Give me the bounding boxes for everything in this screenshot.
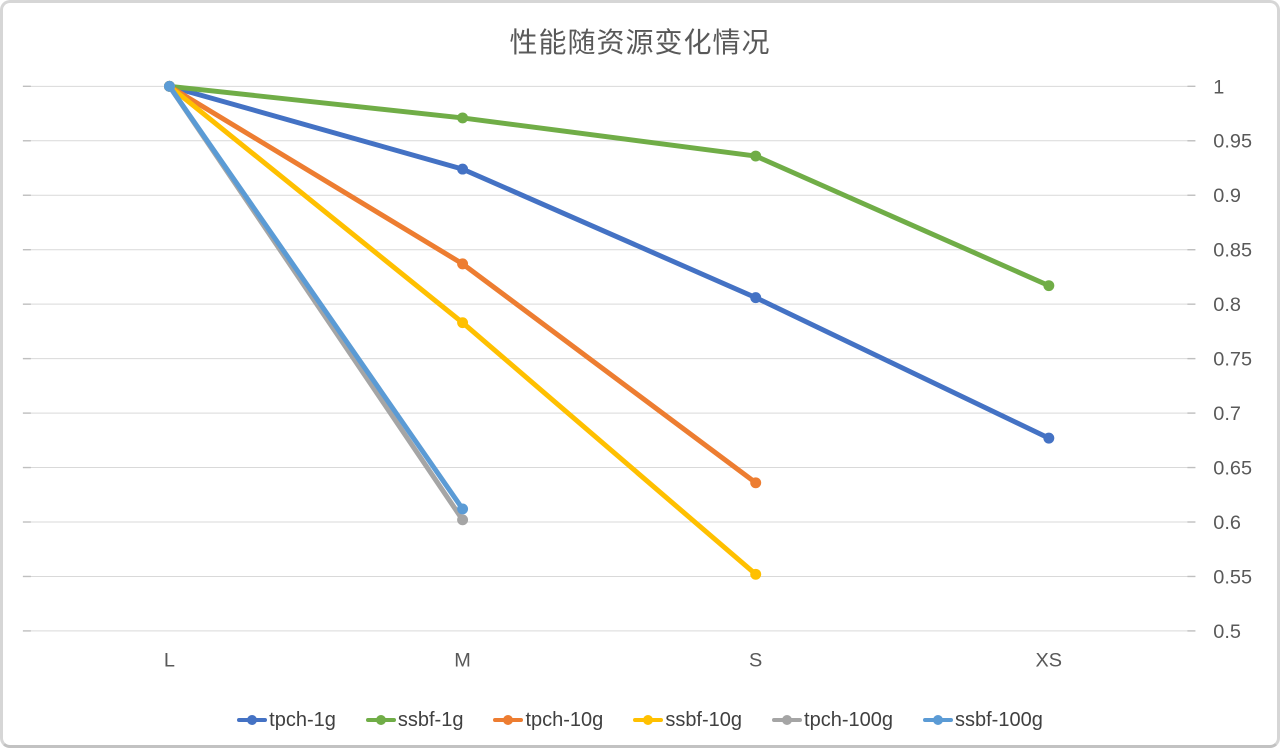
y-axis-label: 0.75 bbox=[1213, 349, 1252, 371]
y-axis-label: 0.65 bbox=[1213, 458, 1252, 480]
chart-title: 性能随资源变化情况 bbox=[509, 27, 771, 58]
legend-label-tpch-100g: tpch-100g bbox=[804, 708, 893, 731]
legend-line-marker-ssbf-1g bbox=[365, 715, 396, 725]
series-marker-tpch-100g bbox=[457, 514, 469, 526]
y-axis-label: 0.95 bbox=[1213, 131, 1252, 153]
legend-item-tpch-100g: tpch-100g bbox=[772, 709, 893, 732]
legend-item-ssbf-10g: ssbf-10g bbox=[633, 709, 742, 732]
series-marker-tpch-10g bbox=[457, 258, 469, 270]
legend-line-marker-ssbf-100g bbox=[923, 715, 953, 725]
x-axis-label: S bbox=[749, 650, 762, 672]
legend-line-marker-tpch-10g bbox=[493, 715, 524, 725]
series-line-tpch-1g bbox=[166, 83, 1052, 441]
legend-item-tpch-10g: tpch-10g bbox=[493, 709, 603, 732]
x-axis-label: XS bbox=[1036, 650, 1063, 672]
series-marker-ssbf-1g bbox=[457, 112, 469, 124]
legend-item-ssbf-1g: ssbf-1g bbox=[365, 708, 464, 732]
series-marker-ssbf-100g bbox=[457, 503, 469, 515]
y-axis-label: 0.7 bbox=[1213, 403, 1241, 425]
series-marker-tpch-10g bbox=[750, 477, 762, 489]
series-marker-ssbf-10g bbox=[750, 568, 762, 580]
legend-dot-icon bbox=[503, 715, 514, 725]
series-marker-ssbf-100g bbox=[163, 80, 175, 92]
y-axis-label: 1 bbox=[1213, 76, 1224, 98]
legend-label-ssbf-100g: ssbf-100g bbox=[955, 708, 1043, 731]
y-axis-label: 0.85 bbox=[1213, 240, 1252, 262]
legend-dot-icon bbox=[643, 715, 654, 725]
y-axis-label: 0.5 bbox=[1213, 621, 1241, 643]
legend-dot-icon bbox=[782, 715, 793, 725]
legend: tpch-1g ssbf-1g tpch-10g ssbf-10g tpch-100g s… bbox=[3, 703, 1277, 737]
legend-label-tpch-1g: tpch-1g bbox=[269, 708, 336, 731]
series-marker-ssbf-1g bbox=[750, 150, 762, 162]
line-chart-plot: 1 0.95 0.9 0.85 0.8 0.75 0.7 0.65 0.6 0.55 0.5 L M S X… bbox=[22, 76, 1252, 672]
legend-label-tpch-10g: tpch-10g bbox=[525, 708, 604, 731]
y-axis-label: 0.9 bbox=[1213, 185, 1241, 207]
legend-item-ssbf-100g: ssbf-100g bbox=[923, 709, 1043, 732]
y-axis-label: 0.55 bbox=[1213, 566, 1252, 588]
series-marker-ssbf-10g bbox=[457, 317, 469, 329]
legend-line-marker-ssbf-10g bbox=[633, 715, 664, 725]
series-line-ssbf-10g bbox=[166, 83, 759, 577]
x-axis-label: L bbox=[164, 650, 175, 672]
series-marker-tpch-1g bbox=[457, 163, 469, 175]
series-line-ssbf-100g bbox=[166, 83, 466, 512]
y-axis-label: 0.6 bbox=[1213, 512, 1241, 534]
series-marker-tpch-1g bbox=[750, 292, 762, 304]
legend-label-ssbf-10g: ssbf-10g bbox=[665, 708, 743, 731]
legend-item-tpch-1g: tpch-1g bbox=[237, 709, 336, 732]
legend-dot-icon bbox=[247, 715, 258, 725]
series-marker-ssbf-1g bbox=[1043, 280, 1055, 292]
legend-dot-icon bbox=[933, 715, 943, 725]
legend-dot-icon bbox=[375, 715, 386, 725]
legend-line-marker-tpch-100g bbox=[772, 715, 803, 725]
series-line-ssbf-1g bbox=[166, 83, 1052, 289]
series-marker-tpch-1g bbox=[1043, 432, 1055, 444]
y-axis-label: 0.8 bbox=[1213, 294, 1241, 316]
legend-label-ssbf-1g: ssbf-1g bbox=[397, 708, 464, 731]
legend-line-marker-tpch-1g bbox=[237, 715, 268, 725]
x-axis-label: M bbox=[454, 650, 471, 672]
